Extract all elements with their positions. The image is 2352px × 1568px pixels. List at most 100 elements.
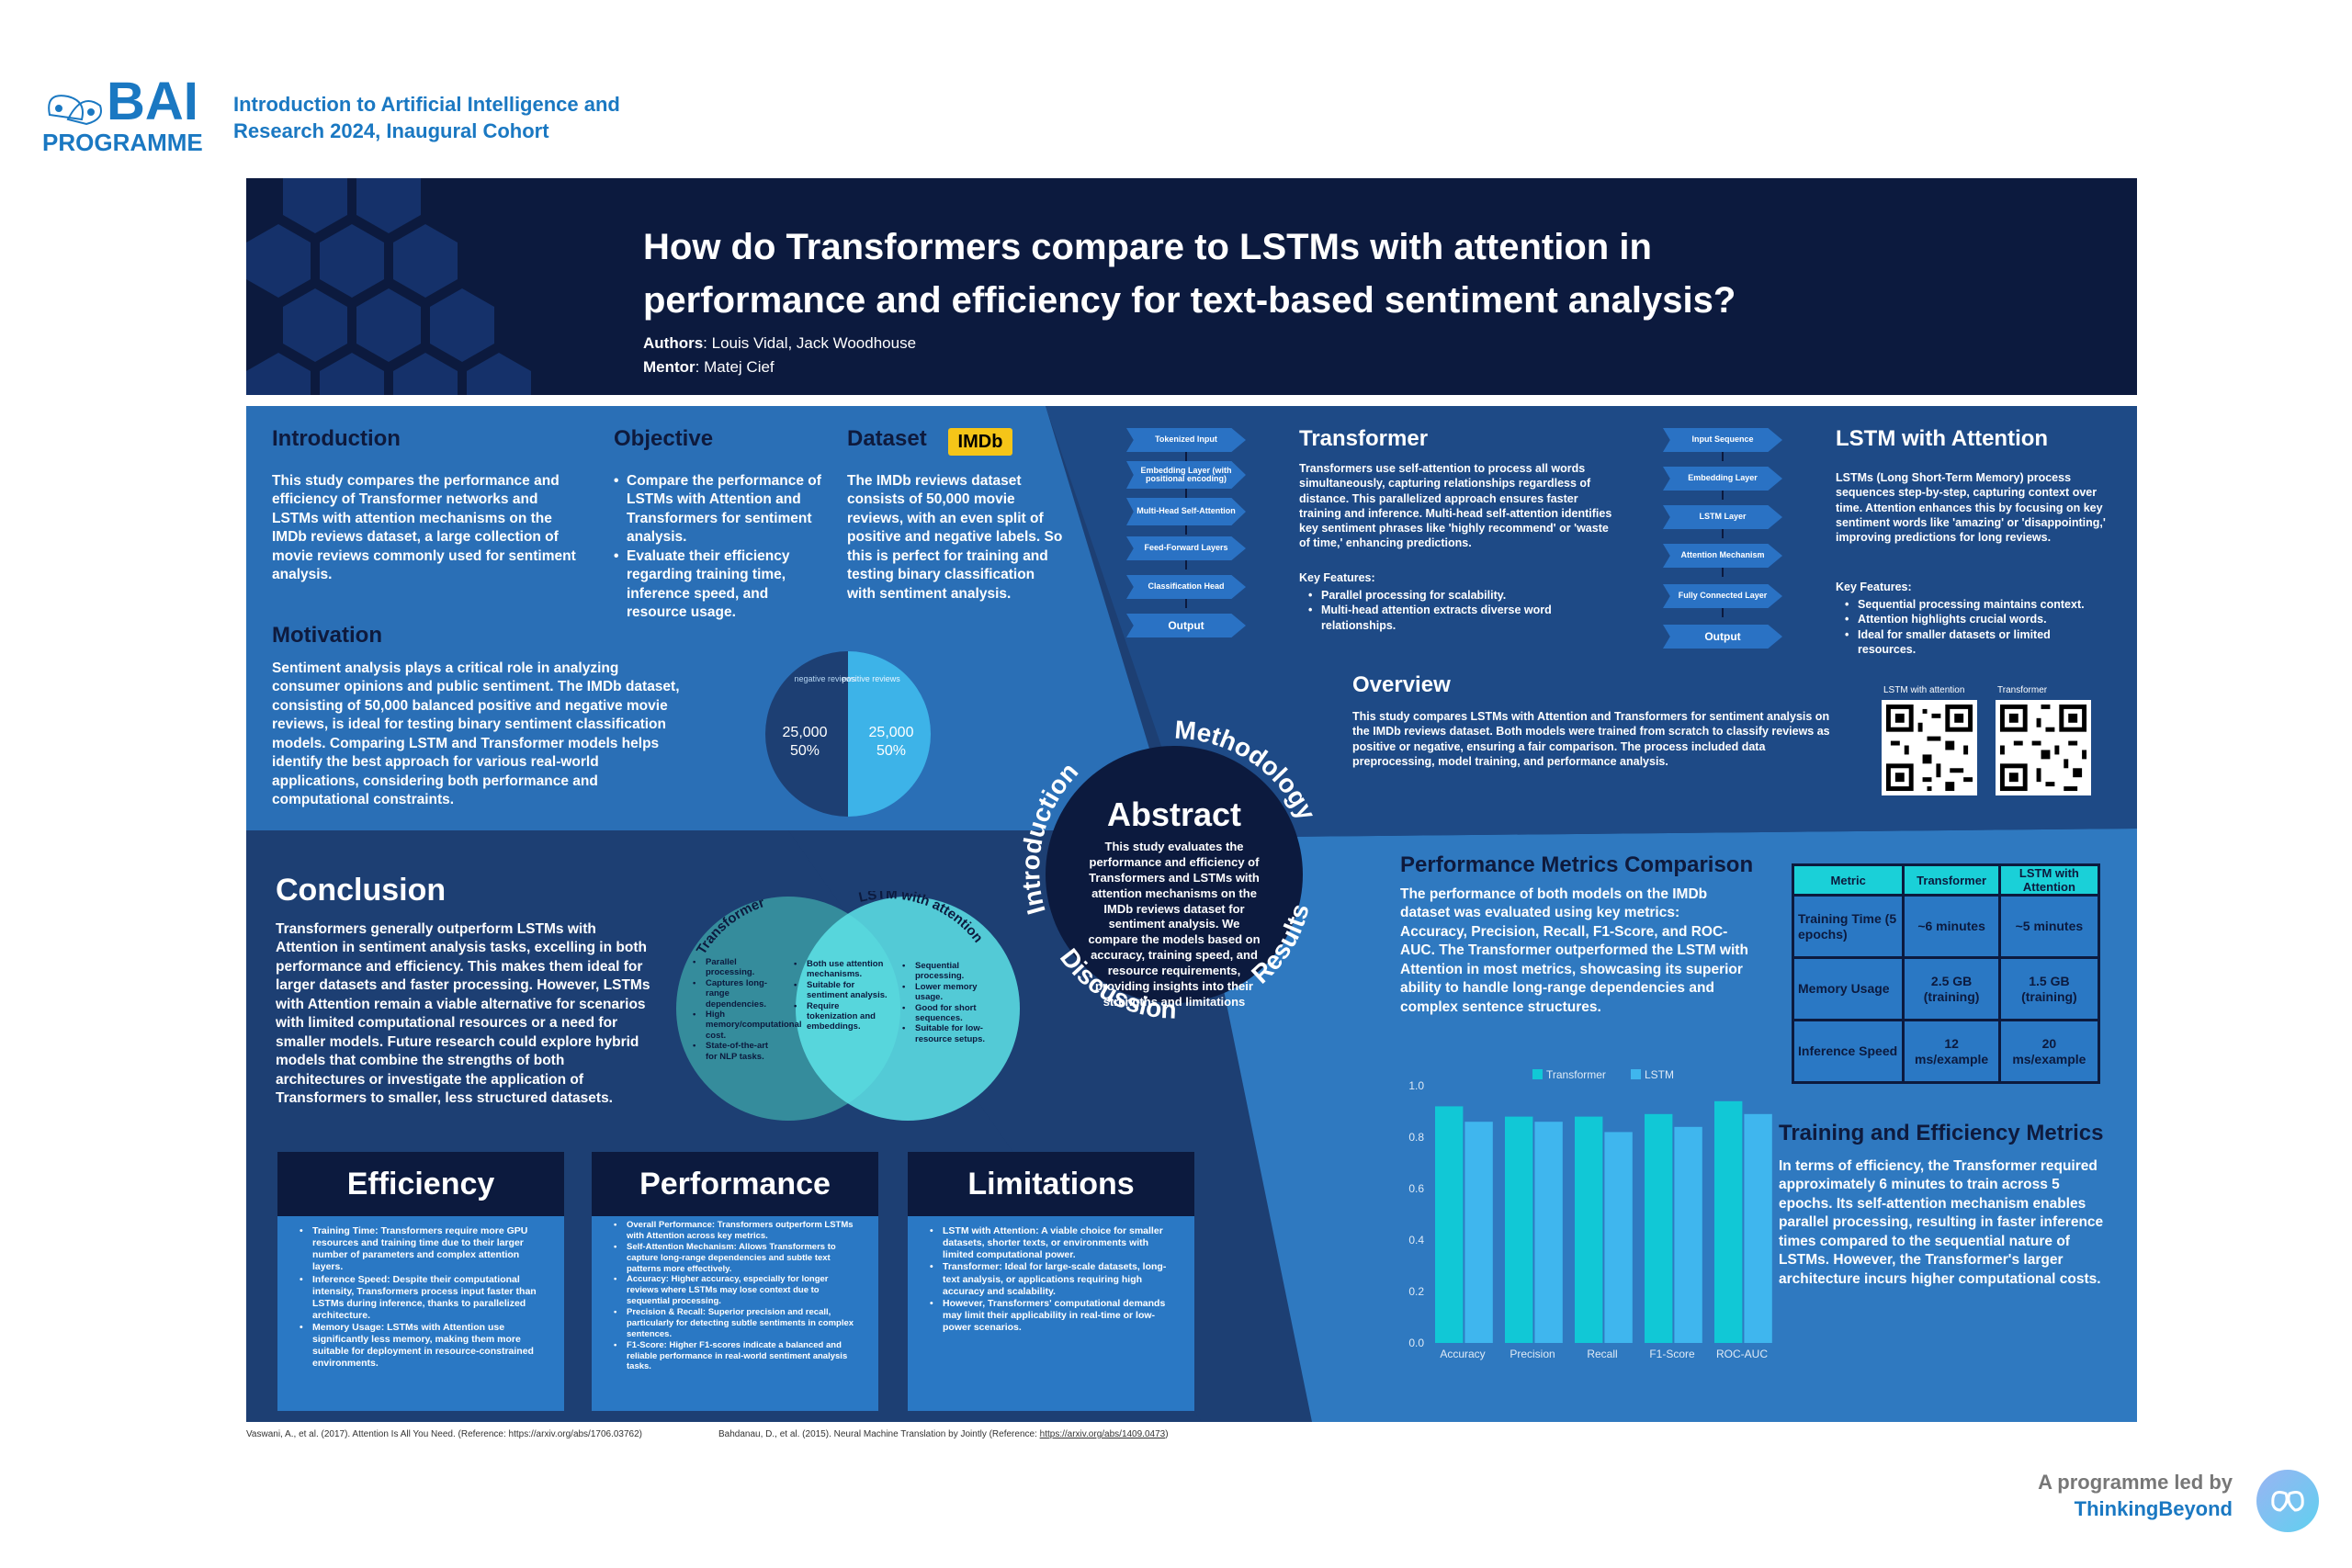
pie-label-negative: negative reviews: [794, 674, 856, 683]
venn-item: Suitable for low-resource setups.: [902, 1023, 990, 1044]
y-tick-label: 0.2: [1408, 1285, 1424, 1298]
venn-right-items: Sequential processing. Lower memory usag…: [902, 961, 990, 1044]
bar-transformer-roc-auc: [1714, 1100, 1743, 1343]
cohort-line-2: Research 2024, Inaugural Cohort: [233, 118, 549, 142]
transformer-flow-step: Classification Head: [1126, 575, 1246, 599]
objective-item: Compare the performance of LSTMs with At…: [614, 472, 825, 547]
venn-item: Sequential processing.: [902, 961, 990, 982]
limitations-heading: Limitations: [908, 1152, 1194, 1216]
lstm-features: Sequential processing maintains context.…: [1845, 597, 2111, 657]
table-row: Memory Usage 2.5 GB (training) 1.5 GB (t…: [1791, 956, 2101, 1021]
objective-list: Compare the performance of LSTMs with At…: [614, 472, 825, 623]
performance-list: Overall Performance: Transformers outper…: [614, 1220, 860, 1372]
pie-pct-negative: 50%: [790, 743, 820, 759]
table-cell: ~6 minutes: [1902, 894, 2001, 959]
logo-bai-text: BAI: [107, 72, 198, 131]
qr-label-lstm: LSTM with attention: [1883, 685, 1965, 695]
title-line-2: performance and efficiency for text-base…: [643, 280, 1736, 321]
authors: Authors: Louis Vidal, Jack Woodhouse: [643, 334, 916, 353]
y-tick-label: 0.6: [1408, 1182, 1424, 1195]
mentor-label: Mentor: [643, 358, 695, 376]
bar-lstm-accuracy: [1464, 1122, 1493, 1343]
performance-item: Accuracy: Higher accuracy, especially fo…: [614, 1274, 860, 1307]
reference-2-link[interactable]: https://arxiv.org/abs/1409.0473: [1039, 1429, 1166, 1439]
thinkingbeyond-logo-icon: [2256, 1470, 2319, 1532]
org-name: ThinkingBeyond: [2074, 1496, 2233, 1520]
table-header: Transformer: [1902, 863, 2001, 897]
venn-item: Lower memory usage.: [902, 982, 990, 1003]
metrics-bar-chart: 0.0 0.2 0.4 0.6 0.8 1.0 Accuracy Precision Reca…: [1408, 1068, 1772, 1360]
introduction-text: This study compares the performance and …: [272, 473, 576, 583]
table-row: Inference Speed 12 ms/example 20 ms/exam…: [1791, 1019, 2101, 1084]
x-tick-label: ROC-AUC: [1716, 1348, 1768, 1360]
y-tick-label: 0.8: [1408, 1131, 1424, 1144]
limitations-list: LSTM with Attention: A viable choice for…: [930, 1225, 1176, 1334]
butterfly-icon: [48, 95, 102, 126]
abstract-heading: Abstract: [1106, 795, 1242, 833]
feature-item: Multi-head attention extracts diverse wo…: [1308, 603, 1611, 633]
pie-value-positive: 25,000: [869, 725, 914, 740]
dataset-heading: Dataset: [847, 426, 927, 451]
legend-swatch: [1631, 1069, 1641, 1079]
mentor: Mentor: Matej Cief: [643, 358, 775, 377]
feature-item: Attention highlights crucial words.: [1845, 612, 2111, 627]
venn-item: State-of-the-art for NLP tasks.: [693, 1041, 777, 1062]
pie-slice-negative: [765, 651, 848, 817]
mentor-name: : Matej Cief: [695, 358, 775, 376]
led-by: A programme led by ThinkingBeyond: [2012, 1470, 2233, 1522]
lstm-flow-diagram: Input Sequence Embedding Layer LSTM Laye…: [1663, 428, 1801, 658]
lstm-flow-step: Attention Mechanism: [1663, 544, 1782, 568]
venn-item: Good for short sequences.: [902, 1003, 990, 1024]
perf-metrics-heading: Performance Metrics Comparison: [1400, 852, 1754, 877]
transformer-flow-step: Embedding Layer (with positional encodin…: [1126, 461, 1246, 489]
led-by-label: A programme led by: [2038, 1471, 2233, 1494]
efficiency-item: Inference Speed: Despite their computati…: [300, 1274, 546, 1323]
dataset-pie-chart: negative reviews positive reviews 25,000…: [765, 651, 931, 817]
conclusion-heading: Conclusion: [276, 873, 447, 908]
transformer-heading: Transformer: [1299, 426, 1429, 451]
transformer-flow-diagram: Tokenized Input Embedding Layer (with po…: [1126, 428, 1264, 658]
qr-code-transformer-icon[interactable]: [1996, 700, 2091, 795]
dataset-text: The IMDb reviews dataset consists of 50,…: [847, 473, 1063, 602]
bai-logo: BAI PROGRAMME: [40, 64, 206, 156]
abstract-text: This study evaluates the performance and…: [1088, 840, 1261, 1009]
abstract-ring: Introduction Methodology Discussion Resu…: [1016, 716, 1321, 1024]
table-header: Metric: [1791, 863, 1905, 897]
bar-transformer-f1-score: [1645, 1113, 1673, 1343]
reference-2-suffix: ): [1165, 1429, 1169, 1439]
legend-label: LSTM: [1645, 1068, 1674, 1081]
transformer-flow-step: Feed-Forward Layers: [1126, 536, 1246, 560]
qr-label-transformer: Transformer: [1997, 685, 2048, 695]
performance-item: Precision & Recall: Superior precision a…: [614, 1307, 860, 1340]
main-panel: Introduction This study compares the per…: [246, 406, 2137, 1422]
lstm-flow-step: Fully Connected Layer: [1663, 584, 1782, 608]
table-row: Training Time (5 epochs) ~6 minutes ~5 m…: [1791, 894, 2101, 959]
table-cell: ~5 minutes: [1997, 894, 2101, 959]
transformer-flow-step: Multi-Head Self-Attention: [1126, 498, 1246, 525]
venn-item: Captures long-range dependencies.: [693, 978, 777, 1010]
table-cell: 2.5 GB (training): [1902, 956, 2001, 1021]
reference-1: Vaswani, A., et al. (2017). Attention Is…: [246, 1429, 643, 1439]
motivation-heading: Motivation: [272, 623, 382, 648]
poster-title: How do Transformers compare to LSTMs wit…: [643, 220, 2021, 327]
transformer-features-label: Key Features:: [1299, 571, 1375, 584]
objective-item: Evaluate their efficiency regarding trai…: [614, 547, 825, 623]
title-band: [246, 178, 2137, 395]
transformer-text: Transformers use self-attention to proce…: [1299, 462, 1612, 550]
limitations-item: LSTM with Attention: A viable choice for…: [930, 1225, 1176, 1261]
qr-code-lstm-icon[interactable]: [1882, 700, 1977, 795]
title-line-1: How do Transformers compare to LSTMs wit…: [643, 227, 1652, 267]
lstm-flow-step: Embedding Layer: [1663, 467, 1782, 491]
reference-2: Bahdanau, D., et al. (2015). Neural Mach…: [718, 1429, 1169, 1439]
lstm-flow-step: Output: [1663, 625, 1782, 649]
training-heading: Training and Efficiency Metrics: [1779, 1121, 2104, 1145]
abstract-circle: [1046, 746, 1303, 1003]
logo-programme-text: PROGRAMME: [42, 129, 203, 156]
venn-item: Both use attention mechanisms.: [794, 959, 889, 980]
motivation-text: Sentiment analysis plays a critical role…: [272, 660, 680, 808]
x-tick-label: Precision: [1510, 1348, 1555, 1360]
conclusion-text: Transformers generally outperform LSTMs …: [276, 921, 650, 1107]
y-tick-label: 0.0: [1408, 1337, 1424, 1349]
table-header-row: Metric Transformer LSTM with Attention: [1791, 863, 2101, 897]
table-cell: 12 ms/example: [1902, 1019, 2001, 1084]
